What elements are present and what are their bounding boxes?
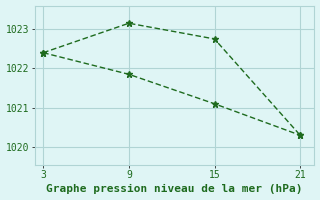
X-axis label: Graphe pression niveau de la mer (hPa): Graphe pression niveau de la mer (hPa) xyxy=(46,184,303,194)
